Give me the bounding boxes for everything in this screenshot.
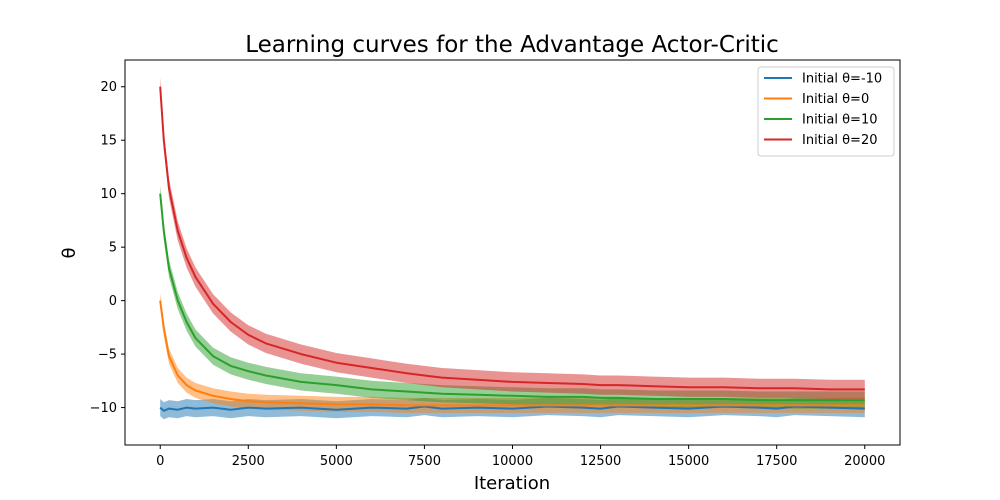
x-axis-ticks: 0 2500 5000 7500 10000 12500 15000 17500 20000	[156, 445, 885, 469]
legend-label-0: Initial θ=-10	[802, 72, 882, 87]
series-line-3	[159, 86, 865, 391]
y-tick-label: −10	[90, 401, 117, 416]
legend-label-2: Initial θ=10	[802, 113, 878, 128]
y-tick-label: 20	[100, 80, 117, 95]
x-tick-label: 10000	[492, 454, 533, 469]
series-lines	[159, 86, 865, 412]
x-tick-label: 2500	[232, 454, 265, 469]
legend: Initial θ=-10 Initial θ=0 Initial θ=10 Init…	[757, 66, 895, 157]
x-tick-label: 15000	[668, 454, 709, 469]
x-tick-label: 17500	[756, 454, 797, 469]
x-tick-label: 5000	[320, 454, 353, 469]
legend-label-1: Initial θ=0	[802, 92, 869, 107]
series-line-1	[159, 300, 865, 407]
series-line-2	[159, 193, 865, 402]
y-tick-label: 5	[109, 241, 117, 256]
y-tick-label: 15	[100, 134, 117, 149]
y-tick-label: −5	[98, 348, 117, 363]
y-axis-ticks: −10 −5 0 5 10 15 20	[90, 80, 125, 416]
legend-box	[757, 66, 895, 157]
y-tick-label: 10	[100, 187, 117, 202]
series-line-0	[159, 405, 865, 412]
x-tick-label: 7500	[408, 454, 441, 469]
chart-title: Learning curves for the Advantage Actor-…	[245, 32, 779, 58]
y-tick-label: 0	[109, 294, 117, 309]
legend-label-3: Initial θ=20	[802, 133, 878, 148]
x-tick-label: 12500	[580, 454, 621, 469]
x-tick-label: 20000	[844, 454, 885, 469]
y-axis-label: θ	[59, 247, 80, 258]
x-axis-label: Iteration	[474, 473, 550, 494]
x-tick-label: 0	[156, 454, 164, 469]
